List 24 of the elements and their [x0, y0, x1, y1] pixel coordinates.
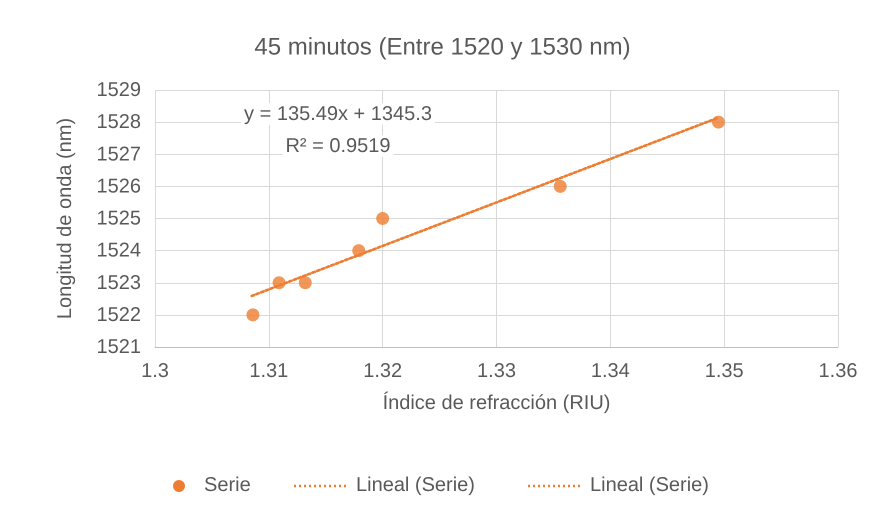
x-tick-label: 1.35 [704, 360, 744, 382]
y-tick-label: 1524 [96, 240, 141, 262]
y-axis-title: Longitud de onda (nm) [54, 118, 76, 320]
y-tick-label: 1529 [96, 79, 141, 101]
y-tick-label: 1521 [96, 336, 141, 358]
y-tick-label: 1528 [96, 111, 141, 134]
annotation: y = 135.49x + 1345.3 [244, 103, 432, 125]
y-tick-label: 1522 [96, 304, 141, 326]
legend-label: Lineal (Serie) [590, 474, 709, 496]
y-tick-label: 1525 [96, 208, 141, 230]
y-tick-label: 1527 [96, 143, 141, 166]
x-tick-label: 1.32 [363, 360, 402, 382]
chart-title: 45 minutos (Entre 1520 y 1530 nm) [254, 34, 631, 60]
legend-label: Lineal (Serie) [356, 474, 475, 496]
annotation: R² = 0.9519 [285, 135, 391, 157]
legend-label: Serie [204, 474, 251, 496]
x-tick-label: 1.31 [249, 360, 288, 382]
x-tick-label: 1.36 [818, 360, 858, 382]
y-tick-label: 1526 [96, 175, 141, 198]
x-tick-label: 1.34 [590, 360, 630, 382]
x-tick-label: 1.3 [141, 360, 169, 382]
x-axis-title: Índice de refracción (RIU) [382, 391, 610, 414]
x-tick-label: 1.33 [477, 360, 516, 382]
y-tick-label: 1523 [96, 272, 141, 294]
